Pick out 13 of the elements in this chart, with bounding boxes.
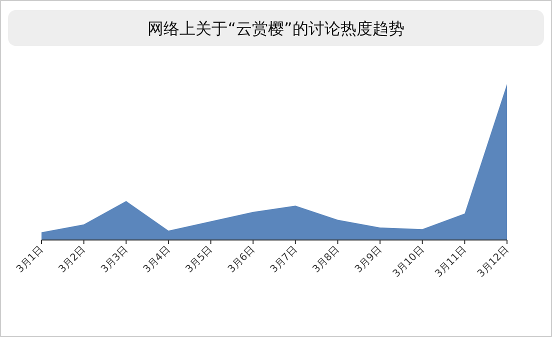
x-tick-label: 3月12日 — [476, 244, 512, 280]
x-tick-label: 3月7日 — [268, 244, 300, 276]
x-tick-label: 3月1日 — [14, 244, 46, 276]
x-tick-label: 3月8日 — [310, 244, 342, 276]
x-tick-label: 3月5日 — [184, 244, 215, 276]
x-tick-label: 3月11日 — [433, 244, 469, 280]
chart-title: 网络上关于“云赏樱”的讨论热度趋势 — [148, 19, 404, 38]
x-tick-label: 3月2日 — [57, 244, 88, 276]
x-tick-label: 3月3日 — [99, 244, 130, 276]
x-tick-label: 3月9日 — [353, 244, 384, 276]
x-tick-label: 3月6日 — [226, 244, 258, 276]
x-tick-label: 3月10日 — [391, 244, 426, 280]
x-tick-label: 3月4日 — [142, 244, 173, 276]
